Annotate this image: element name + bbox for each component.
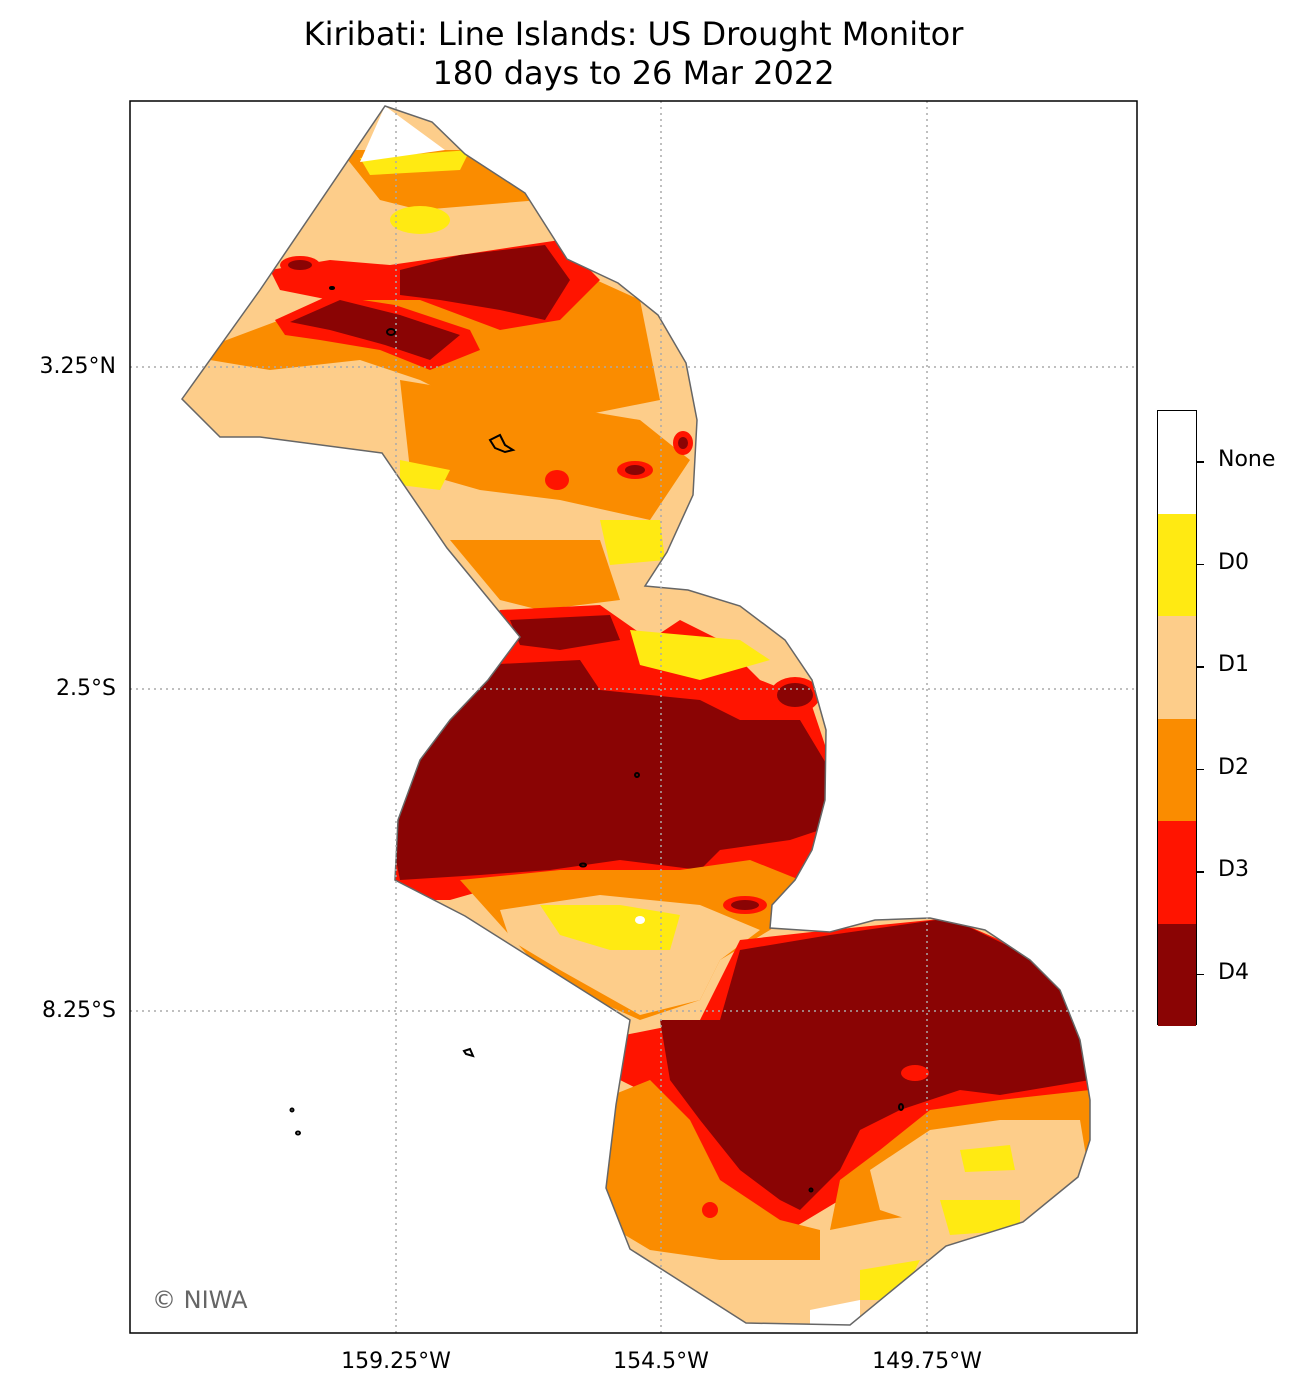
legend-swatch-d3 [1158, 821, 1196, 924]
lon-tick-label: 149.75°W [872, 1349, 982, 1374]
map-frame [129, 100, 1138, 1334]
d3-area [702, 1202, 718, 1218]
d0-area [390, 206, 450, 234]
no-drought-area [635, 916, 645, 924]
legend-swatch-d0 [1158, 513, 1196, 616]
island-outline [808, 1187, 814, 1193]
island-outline [462, 1047, 475, 1058]
d4-area [777, 683, 813, 707]
legend-tick [1197, 871, 1204, 873]
d0-area [630, 630, 770, 680]
legend-tick [1197, 666, 1204, 668]
credit-text: © NIWA [152, 1286, 248, 1314]
legend-label-d0: D0 [1218, 549, 1249, 575]
eez-boundary [181, 105, 1091, 1326]
lat-tick-label: 8.25°S [42, 998, 116, 1023]
lat-tick-label: 3.25°N [39, 354, 116, 379]
d4-area [290, 300, 460, 360]
gridlines [130, 101, 1137, 1333]
island-outline [295, 1130, 301, 1136]
islands [289, 286, 904, 1193]
d2-area [600, 1080, 820, 1260]
legend-swatch-d4 [1158, 923, 1196, 1026]
legend-label-none: None [1218, 447, 1276, 473]
island-outline [289, 1107, 295, 1113]
legend-tick [1197, 768, 1204, 771]
d2-area [450, 540, 620, 610]
d3-area [901, 1065, 929, 1081]
d0-area [540, 905, 680, 950]
d4-area [625, 465, 645, 475]
legend-swatch-d1 [1158, 616, 1196, 719]
legend-swatch-none [1158, 411, 1196, 514]
d0-area [600, 520, 665, 565]
d4-area [660, 918, 1090, 1210]
d4-area [288, 260, 312, 270]
island-outline [488, 433, 516, 454]
d4-area [400, 245, 570, 320]
no-drought-area [810, 1300, 860, 1325]
legend-tick [1197, 563, 1204, 566]
lat-tick-label: 2.5°S [56, 676, 116, 701]
legend-label-d2: D2 [1218, 754, 1249, 780]
d4-area [510, 615, 620, 650]
legend-tick [1197, 973, 1204, 976]
island-outline [329, 286, 335, 290]
legend-label-d1: D1 [1218, 652, 1249, 678]
d0-area [940, 1200, 1020, 1235]
island-outline [898, 1103, 904, 1111]
no-drought-area [360, 106, 445, 162]
d4-area [678, 437, 688, 449]
lon-tick-label: 159.25°W [341, 1349, 451, 1374]
d3-area [545, 470, 569, 490]
island-outline [386, 328, 396, 336]
map-subtitle: 180 days to 26 Mar 2022 [432, 54, 835, 92]
lon-tick-label: 154.5°W [613, 1349, 709, 1374]
legend-tick [1197, 461, 1204, 463]
legend-colorbar [1157, 410, 1197, 1026]
legend-label-d3: D3 [1218, 857, 1249, 883]
d0-area [960, 1145, 1015, 1172]
d0-area [400, 460, 450, 490]
d2-area [400, 380, 690, 520]
d1-area [870, 1120, 1090, 1230]
island-outline [634, 772, 640, 778]
island-outline [579, 862, 587, 868]
legend-swatch-d2 [1158, 718, 1196, 821]
d4-area [380, 660, 830, 880]
map-title: Kiribati: Line Islands: US Drought Monit… [303, 15, 964, 53]
drought-field [182, 106, 1090, 1325]
legend-label-d4: D4 [1218, 959, 1249, 985]
d4-area [731, 900, 759, 910]
